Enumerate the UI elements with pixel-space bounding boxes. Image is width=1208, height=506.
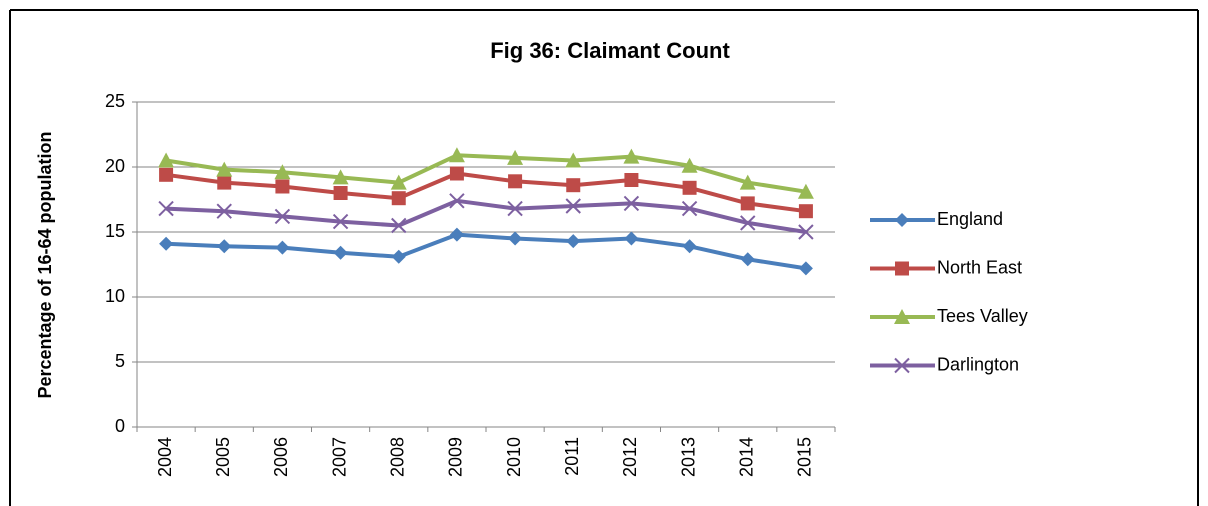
x-tick-label: 2009 bbox=[446, 437, 466, 477]
series-line bbox=[165, 198, 807, 234]
series bbox=[158, 147, 814, 199]
marker bbox=[681, 157, 698, 173]
legend-label: Darlington bbox=[937, 354, 1019, 374]
x-tick-label: 2007 bbox=[329, 437, 349, 477]
marker bbox=[740, 215, 756, 231]
marker bbox=[623, 148, 640, 164]
x-tick-label: 2004 bbox=[155, 437, 175, 477]
marker bbox=[274, 164, 291, 180]
y-tick-label: 25 bbox=[105, 91, 125, 111]
series bbox=[158, 193, 814, 240]
x-tick-label: 2015 bbox=[795, 437, 815, 477]
marker bbox=[797, 183, 814, 199]
marker bbox=[217, 239, 232, 254]
marker bbox=[332, 169, 349, 185]
y-tick-label: 20 bbox=[105, 156, 125, 176]
marker bbox=[332, 213, 349, 230]
marker bbox=[275, 240, 290, 255]
marker bbox=[159, 236, 174, 251]
marker bbox=[507, 149, 524, 165]
series-line bbox=[165, 153, 807, 194]
marker bbox=[566, 178, 581, 193]
legend-label: England bbox=[937, 209, 1003, 229]
y-tick-label: 15 bbox=[105, 221, 125, 241]
marker bbox=[391, 249, 406, 264]
marker bbox=[507, 200, 523, 217]
x-tick-label: 2011 bbox=[562, 437, 582, 476]
marker bbox=[448, 147, 465, 163]
legend-label: North East bbox=[937, 257, 1022, 277]
x-tick-label: 2010 bbox=[504, 437, 524, 477]
x-tick-label: 2014 bbox=[737, 437, 757, 477]
marker bbox=[274, 208, 291, 225]
x-tick-label: 2013 bbox=[678, 437, 698, 477]
y-axis-label: Percentage of 16-64 population bbox=[35, 131, 55, 398]
x-tick-label: 2006 bbox=[271, 437, 291, 477]
marker bbox=[217, 175, 232, 190]
marker bbox=[565, 152, 582, 168]
marker bbox=[216, 203, 232, 219]
marker bbox=[565, 198, 581, 214]
y-tick-label: 5 bbox=[115, 351, 125, 371]
marker bbox=[159, 167, 174, 182]
marker bbox=[740, 252, 755, 267]
x-tick-label: 2005 bbox=[213, 437, 233, 477]
marker bbox=[894, 309, 910, 324]
marker bbox=[682, 239, 697, 254]
series-line bbox=[165, 232, 807, 271]
marker bbox=[391, 217, 407, 234]
marker bbox=[158, 152, 175, 168]
marker bbox=[508, 231, 523, 246]
legend-label: Tees Valley bbox=[937, 306, 1028, 326]
marker bbox=[216, 161, 233, 177]
series bbox=[159, 166, 813, 219]
marker bbox=[449, 193, 465, 209]
marker bbox=[449, 166, 464, 181]
marker bbox=[508, 174, 523, 189]
marker bbox=[682, 180, 697, 195]
marker bbox=[624, 173, 639, 187]
marker bbox=[624, 231, 639, 246]
marker bbox=[275, 179, 290, 194]
x-tick-label: 2008 bbox=[388, 437, 408, 477]
marker bbox=[449, 227, 464, 242]
marker bbox=[333, 186, 348, 200]
marker bbox=[390, 174, 407, 190]
marker bbox=[895, 213, 909, 227]
marker bbox=[623, 195, 640, 212]
marker bbox=[798, 204, 813, 219]
marker bbox=[391, 191, 406, 206]
marker bbox=[895, 261, 909, 276]
marker bbox=[681, 200, 698, 217]
marker bbox=[333, 245, 348, 260]
y-tick-label: 10 bbox=[105, 286, 125, 306]
marker bbox=[894, 357, 910, 374]
marker bbox=[566, 234, 581, 249]
marker bbox=[158, 200, 174, 217]
marker bbox=[798, 224, 814, 240]
series bbox=[159, 227, 813, 276]
y-tick-label: 0 bbox=[115, 416, 125, 436]
marker bbox=[739, 174, 756, 190]
x-tick-label: 2012 bbox=[620, 437, 640, 477]
marker bbox=[740, 196, 755, 211]
chart-title: Fig 36: Claimant Count bbox=[490, 38, 730, 63]
series-line bbox=[165, 171, 807, 214]
marker bbox=[798, 261, 813, 276]
